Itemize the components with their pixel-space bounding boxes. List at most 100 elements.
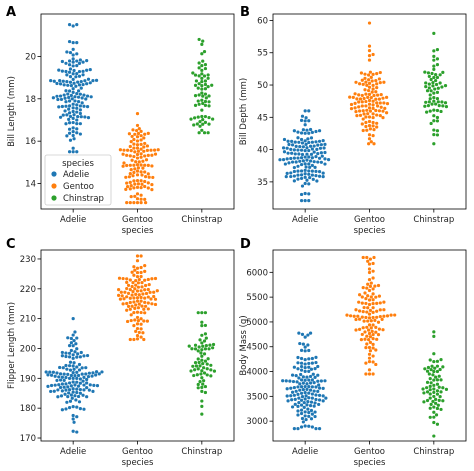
data-point-chinstrap (200, 348, 204, 352)
data-point-chinstrap (207, 94, 211, 98)
data-point-gentoo (368, 109, 372, 113)
data-point-gentoo (152, 294, 156, 299)
data-point-adelie (313, 375, 317, 379)
data-point-chinstrap (434, 82, 439, 87)
data-point-chinstrap (439, 358, 443, 362)
data-point-gentoo (367, 312, 372, 316)
data-point-chinstrap (192, 373, 196, 378)
data-point-adelie (303, 199, 307, 203)
y-axis-label: Body Mass (g) (239, 315, 249, 375)
data-point-chinstrap (428, 384, 432, 388)
data-point-adelie (286, 139, 290, 143)
data-point-chinstrap (200, 376, 204, 380)
data-point-gentoo (361, 128, 365, 133)
data-point-adelie (303, 410, 307, 414)
data-point-adelie (308, 331, 313, 335)
data-point-gentoo (128, 144, 132, 149)
data-point-adelie (81, 393, 85, 397)
data-point-adelie (303, 424, 307, 428)
data-point-gentoo (139, 201, 143, 205)
data-point-adelie (82, 93, 86, 97)
data-point-gentoo (122, 161, 126, 165)
data-point-gentoo (130, 270, 134, 274)
data-point-gentoo (360, 295, 364, 299)
data-point-adelie (77, 74, 82, 78)
data-point-adelie (46, 384, 50, 388)
data-point-chinstrap (203, 92, 208, 96)
data-point-chinstrap (197, 66, 201, 70)
data-point-chinstrap (201, 382, 205, 386)
data-point-gentoo (365, 310, 369, 314)
data-point-adelie (67, 127, 72, 131)
data-point-chinstrap (428, 392, 432, 396)
data-point-gentoo (148, 290, 152, 294)
data-point-adelie (75, 23, 79, 27)
data-point-adelie (81, 73, 85, 77)
data-point-gentoo (368, 349, 372, 353)
x-tick-label: Chinstrap (413, 447, 454, 457)
data-point-gentoo (122, 297, 126, 301)
data-point-chinstrap (193, 73, 198, 77)
data-point-adelie (319, 379, 323, 383)
data-point-gentoo (135, 259, 140, 263)
data-point-adelie (71, 376, 75, 380)
data-point-chinstrap (202, 371, 207, 375)
data-point-adelie (308, 175, 312, 180)
data-point-adelie (306, 343, 310, 347)
y-tick-label: 4000 (246, 368, 268, 378)
data-point-adelie (299, 411, 304, 416)
data-point-gentoo (139, 193, 143, 197)
data-point-adelie (299, 403, 304, 407)
data-point-chinstrap (200, 128, 204, 132)
data-point-adelie (290, 160, 295, 164)
data-point-adelie (303, 362, 307, 366)
data-point-adelie (55, 81, 59, 86)
data-point-gentoo (366, 319, 370, 323)
data-point-chinstrap (429, 367, 433, 372)
data-point-gentoo (122, 148, 126, 152)
data-point-adelie (323, 150, 327, 155)
data-point-adelie (299, 176, 304, 181)
y-tick-label: 190 (20, 374, 36, 384)
data-point-adelie (303, 123, 307, 127)
data-point-chinstrap (193, 83, 198, 87)
data-point-adelie (71, 106, 75, 110)
data-point-adelie (64, 407, 68, 411)
data-point-gentoo (367, 262, 372, 266)
data-point-gentoo (381, 109, 385, 113)
data-point-gentoo (134, 329, 138, 333)
data-point-adelie (291, 379, 296, 384)
data-point-chinstrap (425, 89, 430, 93)
data-point-adelie (323, 142, 327, 146)
data-point-gentoo (139, 179, 143, 183)
data-point-adelie (78, 58, 82, 62)
data-point-adelie (68, 67, 73, 71)
data-point-adelie (71, 405, 75, 409)
data-point-chinstrap (428, 376, 432, 381)
data-point-chinstrap (435, 48, 440, 52)
data-point-gentoo (130, 134, 134, 139)
data-point-chinstrap (200, 369, 204, 373)
data-point-gentoo (135, 123, 140, 128)
data-point-adelie (285, 157, 289, 161)
data-point-chinstrap (424, 81, 428, 85)
data-point-chinstrap (211, 342, 216, 347)
data-point-chinstrap (428, 406, 432, 410)
data-point-chinstrap (201, 94, 205, 98)
data-point-adelie (66, 83, 70, 87)
data-point-gentoo (128, 180, 132, 184)
data-point-adelie (57, 383, 61, 387)
y-tick-label: 18 (25, 95, 36, 105)
data-point-adelie (87, 371, 91, 375)
data-point-gentoo (135, 169, 140, 173)
y-tick-label: 55 (257, 49, 268, 59)
data-point-adelie (84, 372, 88, 376)
data-point-gentoo (117, 276, 122, 280)
data-point-adelie (89, 95, 93, 99)
data-point-adelie (295, 380, 299, 384)
data-point-gentoo (136, 319, 140, 323)
data-point-gentoo (364, 80, 368, 84)
data-point-chinstrap (438, 81, 442, 85)
data-point-chinstrap (432, 387, 436, 391)
data-point-adelie (307, 162, 311, 166)
